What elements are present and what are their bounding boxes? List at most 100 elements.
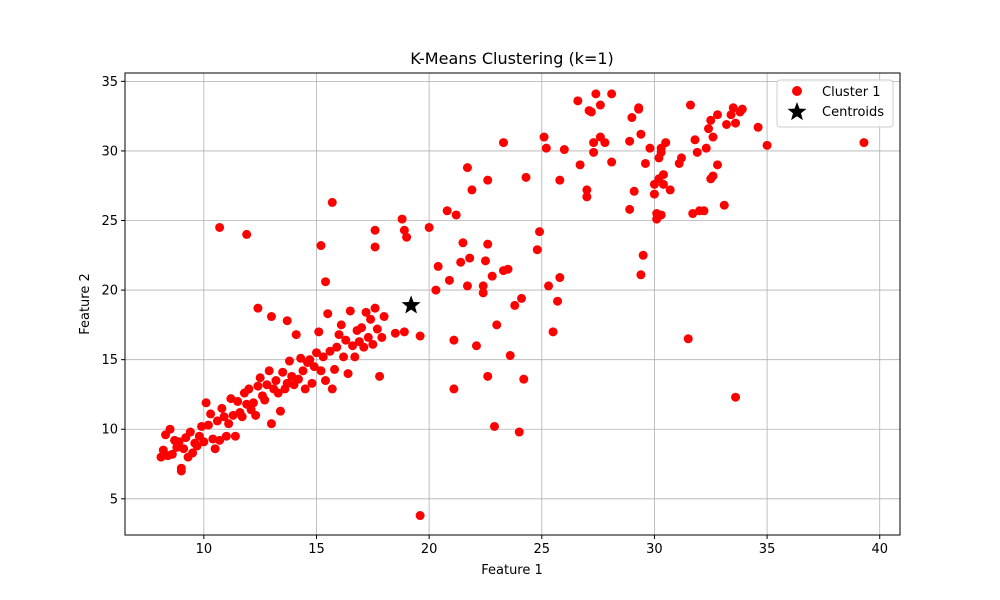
cluster-point <box>217 403 227 413</box>
cluster-point <box>284 356 294 366</box>
cluster-point <box>471 341 481 351</box>
cluster-point <box>535 227 545 237</box>
legend-centroid-label: Centroids <box>822 105 884 120</box>
cluster-point <box>185 427 195 437</box>
cluster-point <box>390 328 400 338</box>
cluster-point <box>688 209 698 219</box>
cluster-point <box>215 222 225 232</box>
cluster-point <box>548 327 558 337</box>
cluster-point <box>345 306 355 316</box>
cluster-point <box>625 204 635 214</box>
x-tick-label: 30 <box>646 542 663 557</box>
cluster-point <box>517 293 527 303</box>
cluster-point <box>503 264 513 274</box>
cluster-point <box>372 324 382 334</box>
cluster-point <box>312 348 321 358</box>
cluster-point <box>731 118 741 128</box>
cluster-point <box>253 381 263 391</box>
x-axis-label: Feature 1 <box>481 563 543 578</box>
cluster-point <box>600 138 610 148</box>
cluster-point <box>462 281 472 291</box>
cluster-point <box>467 185 477 195</box>
cluster-point <box>737 104 747 114</box>
cluster-point <box>541 143 551 153</box>
cluster-point <box>370 242 380 252</box>
cluster-point <box>309 362 319 372</box>
cluster-point <box>726 110 736 120</box>
cluster-point <box>282 316 292 326</box>
y-tick-label: 20 <box>101 284 118 299</box>
cluster-point <box>722 119 732 129</box>
cluster-point <box>415 511 425 521</box>
cluster-point <box>532 245 542 255</box>
cluster-point <box>167 449 177 459</box>
cluster-point <box>341 335 351 345</box>
cluster-point <box>199 437 209 447</box>
cluster-point <box>483 175 493 185</box>
y-tick-label: 15 <box>101 353 118 368</box>
cluster-point <box>156 452 166 462</box>
cluster-point <box>589 138 599 148</box>
cluster-point <box>336 320 346 330</box>
cluster-point <box>676 153 686 163</box>
cluster-point <box>483 239 493 249</box>
cluster-point <box>350 352 360 362</box>
cluster-point <box>296 353 306 363</box>
cluster-point <box>266 419 276 429</box>
cluster-point <box>656 210 666 220</box>
y-tick-label: 10 <box>101 423 118 438</box>
cluster-point <box>321 376 331 386</box>
cluster-point <box>487 271 497 281</box>
cluster-point <box>307 378 317 388</box>
cluster-point <box>713 160 723 170</box>
cluster-point <box>271 376 281 386</box>
cluster-point <box>203 420 213 430</box>
cluster-point <box>462 163 472 173</box>
cluster-point <box>731 392 741 402</box>
cluster-point <box>291 330 301 340</box>
cluster-point <box>255 373 265 383</box>
x-tick-label: 40 <box>871 542 888 557</box>
cluster-point <box>573 96 583 106</box>
y-tick-label: 30 <box>101 144 118 159</box>
cluster-point <box>287 371 297 381</box>
cluster-point <box>649 189 659 199</box>
cluster-point <box>415 331 425 341</box>
cluster-point <box>300 384 310 394</box>
cluster-point <box>174 437 184 447</box>
cluster-point <box>375 371 385 381</box>
cluster-point <box>348 341 358 351</box>
cluster-point <box>248 398 258 408</box>
cluster-point <box>330 364 340 374</box>
cluster-point <box>402 232 412 242</box>
cluster-point <box>589 147 599 157</box>
cluster-point <box>713 110 723 120</box>
cluster-point <box>510 300 520 310</box>
cluster-point <box>275 406 285 416</box>
cluster-point <box>323 309 333 319</box>
cluster-point <box>228 410 238 420</box>
cluster-point <box>221 431 231 441</box>
cluster-point <box>370 225 380 235</box>
cluster-point <box>179 444 189 454</box>
cluster-point <box>685 100 695 110</box>
x-tick-label: 10 <box>196 542 213 557</box>
cluster-point <box>514 427 524 437</box>
cluster-point <box>645 143 655 153</box>
cluster-point <box>492 320 502 330</box>
cluster-point <box>230 431 240 441</box>
cluster-point <box>555 175 565 185</box>
cluster-point <box>444 275 454 285</box>
cluster-point <box>582 192 592 202</box>
cluster-point <box>273 388 283 398</box>
cluster-point <box>555 273 565 283</box>
cluster-point <box>278 367 288 377</box>
cluster-point <box>582 185 592 195</box>
cluster-point <box>519 374 529 384</box>
cluster-point <box>586 107 596 117</box>
cluster-point <box>489 421 499 431</box>
x-tick-label: 35 <box>759 542 776 557</box>
centroid-marker <box>401 295 421 314</box>
cluster-point <box>591 89 601 99</box>
